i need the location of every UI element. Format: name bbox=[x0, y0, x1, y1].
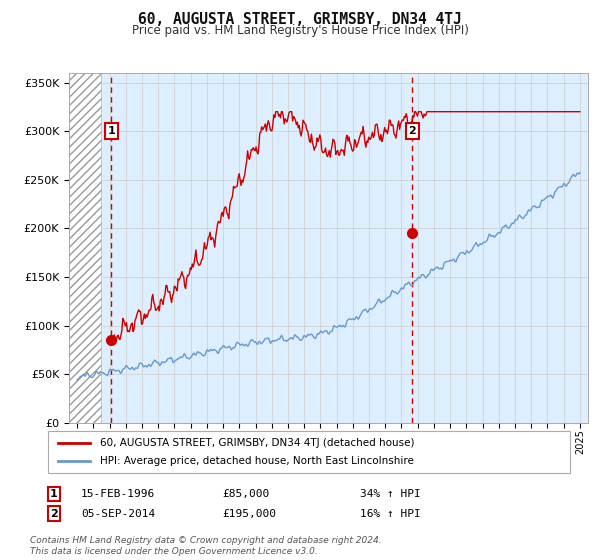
Text: £85,000: £85,000 bbox=[222, 489, 269, 499]
Text: 60, AUGUSTA STREET, GRIMSBY, DN34 4TJ: 60, AUGUSTA STREET, GRIMSBY, DN34 4TJ bbox=[138, 12, 462, 27]
Text: 2: 2 bbox=[50, 508, 58, 519]
Bar bbox=[69, 73, 101, 423]
Text: HPI: Average price, detached house, North East Lincolnshire: HPI: Average price, detached house, Nort… bbox=[100, 456, 414, 466]
Text: Price paid vs. HM Land Registry's House Price Index (HPI): Price paid vs. HM Land Registry's House … bbox=[131, 24, 469, 37]
Text: 15-FEB-1996: 15-FEB-1996 bbox=[81, 489, 155, 499]
Text: 60, AUGUSTA STREET, GRIMSBY, DN34 4TJ (detached house): 60, AUGUSTA STREET, GRIMSBY, DN34 4TJ (d… bbox=[100, 438, 415, 448]
Text: £195,000: £195,000 bbox=[222, 508, 276, 519]
Text: Contains HM Land Registry data © Crown copyright and database right 2024.
This d: Contains HM Land Registry data © Crown c… bbox=[30, 536, 382, 556]
Text: 1: 1 bbox=[107, 126, 115, 136]
FancyBboxPatch shape bbox=[48, 431, 570, 473]
Text: 16% ↑ HPI: 16% ↑ HPI bbox=[360, 508, 421, 519]
Text: 34% ↑ HPI: 34% ↑ HPI bbox=[360, 489, 421, 499]
Text: 2: 2 bbox=[409, 126, 416, 136]
Bar bbox=[69, 73, 101, 423]
Text: 05-SEP-2014: 05-SEP-2014 bbox=[81, 508, 155, 519]
Text: 1: 1 bbox=[50, 489, 58, 499]
